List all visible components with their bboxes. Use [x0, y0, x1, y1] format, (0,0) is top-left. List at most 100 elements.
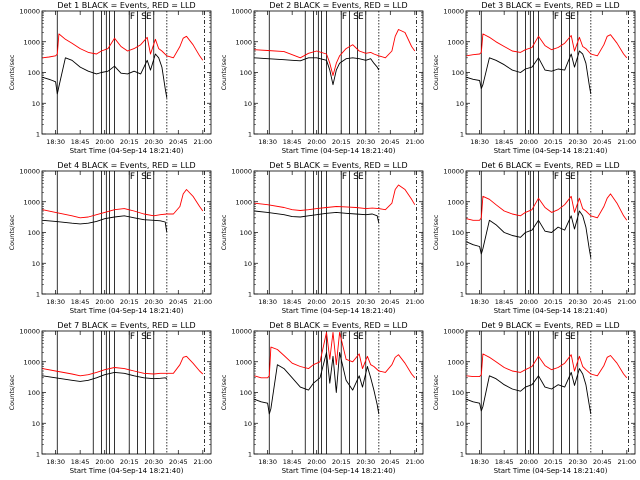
y-tick-label: 10 [456, 420, 464, 428]
plot-frame [41, 330, 212, 455]
flag-label-e: E [146, 332, 152, 342]
x-tick-label: 20:15 [544, 138, 563, 146]
flag-label-e: E [358, 332, 364, 342]
x-tick-label: 20:30 [356, 298, 375, 306]
flag-label-e: E [358, 12, 364, 22]
series-line-events [42, 215, 168, 233]
x-tick-label: 20:15 [332, 138, 351, 146]
y-tick-label: 1000 [235, 38, 252, 46]
panel-det-2: Det 2 BLACK = Events, RED = LLD 1 10 100 100… [220, 1, 424, 155]
series-line-events [254, 352, 380, 415]
series-line-lld [254, 331, 416, 379]
flag-label-f: F [342, 172, 347, 182]
series-line-events [42, 371, 168, 382]
y-tick-label: 1 [36, 291, 40, 299]
panel-det-1: Det 1 BLACK = Events, RED = LLD 1 10 100 100… [8, 1, 212, 155]
x-tick-label: 18:45 [71, 138, 90, 146]
x-tick-label: 20:45 [593, 138, 612, 146]
x-tick-label: 20:15 [332, 458, 351, 466]
y-tick-label: 100 [240, 229, 252, 237]
panel-det-6: Det 6 BLACK = Events, RED = LLD 1 10 100 100… [432, 161, 636, 315]
flag-label-e: E [146, 172, 152, 182]
x-tick-label: 21:00 [405, 298, 424, 306]
y-tick-label: 10 [32, 260, 40, 268]
x-tick-label: 18:30 [258, 298, 277, 306]
flag-label-f: F [554, 12, 559, 22]
series-line-lld [466, 193, 628, 221]
panel-title: Det 5 BLACK = Events, RED = LLD [269, 161, 407, 170]
y-axis-label: Counts/sec [220, 54, 228, 90]
x-tick-label: 20:30 [356, 458, 375, 466]
series-line-lld [466, 353, 628, 379]
x-tick-label: 20:15 [120, 458, 139, 466]
panel-det-7: Det 7 BLACK = Events, RED = LLD 1 10 100 100… [8, 321, 212, 475]
x-tick-label: 20:45 [169, 458, 188, 466]
x-tick-label: 18:45 [495, 138, 514, 146]
x-tick-label: 20:00 [95, 138, 114, 146]
x-tick-label: 20:30 [144, 138, 163, 146]
x-tick-label: 20:00 [519, 458, 538, 466]
x-tick-label: 18:30 [470, 458, 489, 466]
x-tick-label: 20:30 [568, 298, 587, 306]
y-tick-label: 10000 [443, 8, 464, 16]
x-tick-label: 20:45 [169, 138, 188, 146]
x-tick-label: 20:00 [307, 458, 326, 466]
panel-det-5: Det 5 BLACK = Events, RED = LLD 1 10 100 100… [220, 161, 424, 315]
x-tick-label: 21:00 [617, 458, 636, 466]
flag-label-s: S [353, 172, 359, 182]
y-axis-label: Counts/sec [432, 374, 440, 410]
x-tick-label: 20:30 [568, 138, 587, 146]
y-tick-label: 10 [244, 260, 252, 268]
series-line-lld [42, 189, 204, 219]
panel-title: Det 2 BLACK = Events, RED = LLD [269, 1, 407, 10]
x-tick-label: 20:30 [144, 298, 163, 306]
x-tick-label: 18:45 [283, 298, 302, 306]
flag-label-s: S [141, 332, 147, 342]
series-line-lld [466, 33, 628, 59]
panel-det-9: Det 9 BLACK = Events, RED = LLD 1 10 100 100… [432, 321, 636, 475]
x-tick-label: 18:30 [470, 298, 489, 306]
x-tick-label: 20:30 [356, 138, 375, 146]
panel-title: Det 1 BLACK = Events, RED = LLD [57, 1, 195, 10]
x-axis-label: Start Time (04-Sep-14 18:21:40) [282, 467, 396, 475]
y-tick-label: 10 [244, 100, 252, 108]
x-tick-label: 20:45 [381, 298, 400, 306]
x-tick-label: 21:00 [193, 298, 212, 306]
x-tick-label: 20:30 [568, 458, 587, 466]
x-tick-label: 18:45 [283, 458, 302, 466]
y-tick-label: 1 [36, 131, 40, 139]
plot-frame [253, 10, 424, 135]
flag-label-s: S [565, 172, 571, 182]
x-tick-label: 20:15 [544, 298, 563, 306]
y-tick-label: 10000 [231, 8, 252, 16]
flag-label-e: E [146, 12, 152, 22]
y-tick-label: 100 [452, 69, 464, 77]
y-tick-label: 100 [28, 389, 40, 397]
x-tick-label: 20:45 [593, 458, 612, 466]
y-tick-label: 10 [456, 260, 464, 268]
x-tick-label: 21:00 [193, 458, 212, 466]
x-axis-label: Start Time (04-Sep-14 18:21:40) [494, 467, 608, 475]
plot-frame [253, 170, 424, 295]
flag-label-s: S [141, 172, 147, 182]
panel-title: Det 7 BLACK = Events, RED = LLD [57, 321, 195, 330]
x-axis-label: Start Time (04-Sep-14 18:21:40) [70, 307, 184, 315]
x-tick-label: 18:30 [470, 138, 489, 146]
x-tick-label: 20:00 [519, 298, 538, 306]
y-tick-label: 10000 [443, 328, 464, 336]
y-axis-label: Counts/sec [432, 54, 440, 90]
x-tick-label: 18:30 [46, 298, 65, 306]
y-tick-label: 100 [28, 69, 40, 77]
y-tick-label: 10 [244, 420, 252, 428]
x-axis-label: Start Time (04-Sep-14 18:21:40) [282, 307, 396, 315]
y-tick-label: 100 [240, 389, 252, 397]
y-tick-label: 100 [452, 389, 464, 397]
y-tick-label: 100 [240, 69, 252, 77]
y-axis-label: Counts/sec [8, 374, 16, 410]
series-line-lld [42, 33, 204, 61]
y-tick-label: 10000 [19, 168, 40, 176]
flag-label-e: E [570, 172, 576, 182]
series-line-events [42, 53, 168, 98]
series-line-events [466, 210, 592, 258]
plot-frame [41, 10, 212, 135]
